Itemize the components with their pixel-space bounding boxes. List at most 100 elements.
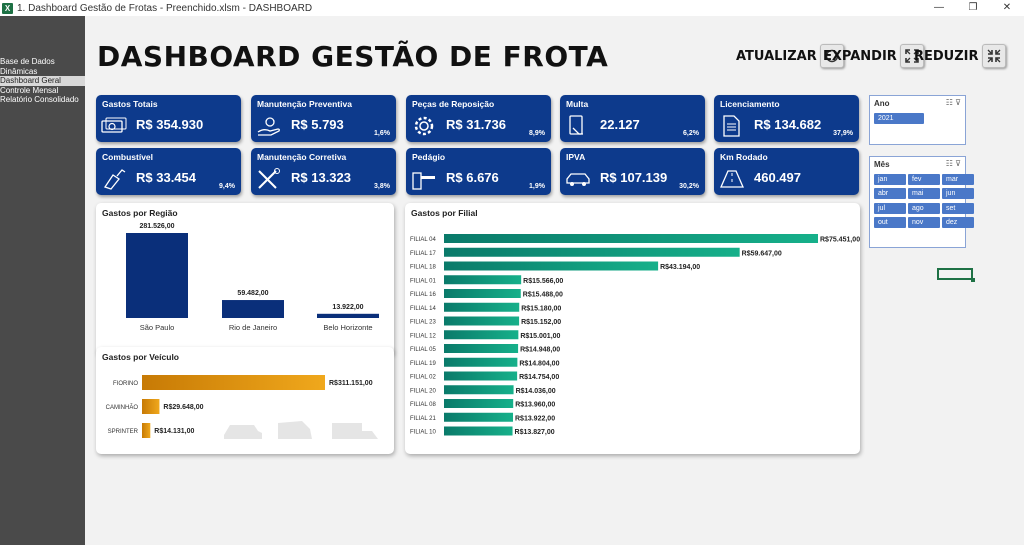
vehicle-illustrations — [224, 421, 378, 439]
region-category-label: Belo Horizonte — [323, 323, 372, 332]
update-button[interactable]: ATUALIZAR — [736, 44, 844, 68]
filial-bar-label: R$15.001,00 — [520, 333, 560, 340]
filial-bar-label: R$13.960,00 — [515, 402, 555, 409]
vehicle-bar — [142, 399, 160, 414]
kpi-value: R$ 354.930 — [136, 117, 204, 132]
region-bar — [126, 233, 188, 318]
sidebar-item-base-de-dados[interactable]: Base de Dados — [0, 57, 55, 66]
kpi-value: R$ 134.682 — [754, 117, 822, 132]
kpi-value: R$ 6.676 — [446, 170, 499, 185]
kpi-percent: 9,4% — [219, 183, 235, 190]
slicer-filter-icon[interactable]: ☷ ⊽ — [945, 98, 961, 107]
month-slicer: Mês ☷ ⊽ jan fev mar abr mai jun jul ago … — [869, 156, 974, 248]
month-option-ago[interactable]: ago — [908, 203, 940, 214]
filial-bar-label: R$14.804,00 — [519, 360, 559, 367]
kpi-percent: 1,9% — [529, 183, 545, 190]
filial-bar — [444, 247, 740, 257]
month-option-set[interactable]: set — [942, 203, 974, 214]
sidebar-item-dashboard-geral[interactable]: Dashboard Geral — [0, 76, 85, 86]
restore-button[interactable]: ❐ — [968, 2, 978, 13]
vehicle-chart-panel: Gastos por Veículo FIORINO R$311.151,00 CA… — [96, 347, 394, 454]
kpi-km-rodado: Km Rodado 460.497 — [714, 148, 859, 195]
filial-bar-label: R$15.566,00 — [523, 278, 563, 285]
vehicle-bar — [142, 423, 151, 438]
filial-bar — [444, 261, 659, 271]
filial-category-label: FILIAL 14 — [410, 306, 436, 312]
dashboard-area: DASHBOARD GESTÃO DE FROTA ATUALIZAR EXPA… — [85, 16, 1024, 545]
kpi-label: Manutenção Corretiva — [257, 152, 347, 162]
month-option-nov[interactable]: nov — [908, 217, 940, 228]
active-cell-selection[interactable] — [937, 268, 975, 282]
window-controls: — ❐ ✕ — [922, 0, 1024, 16]
reduce-button[interactable]: REDUZIR — [914, 44, 1006, 68]
filial-bar-label: R$75.451,00 — [820, 237, 860, 244]
filial-bar-label: R$14.948,00 — [520, 347, 560, 354]
kpi-combustivel: Combustível R$ 33.454 9,4% — [96, 148, 241, 195]
filial-bar-label: R$43.194,00 — [660, 264, 700, 271]
filial-category-label: FILIAL 02 — [410, 375, 436, 381]
filial-bar — [444, 399, 514, 408]
month-option-fev[interactable]: fev — [908, 174, 940, 185]
month-option-abr[interactable]: abr — [874, 188, 906, 199]
filial-category-label: FILIAL 12 — [410, 333, 436, 339]
update-label: ATUALIZAR — [736, 48, 817, 64]
region-chart-title: Gastos por Região — [102, 208, 178, 218]
sprinter-icon — [278, 421, 312, 439]
region-category-label: Rio de Janeiro — [229, 323, 277, 332]
month-slicer-title: Mês — [874, 160, 890, 169]
month-option-jan[interactable]: jan — [874, 174, 906, 185]
filial-chart-panel: Gastos por Filial FILIAL 04 R$75.451,00 FI… — [405, 203, 860, 454]
truck-icon — [332, 423, 378, 439]
kpi-label: Gastos Totais — [102, 99, 158, 109]
month-option-jun[interactable]: jun — [942, 188, 974, 199]
kpi-label: Licenciamento — [720, 99, 780, 109]
filial-bar — [444, 234, 818, 243]
filial-bar-label: R$13.827,00 — [515, 429, 555, 436]
sidebar-item-controle-mensal[interactable]: Controle Mensal — [0, 85, 59, 95]
kpi-value: 22.127 — [600, 117, 640, 132]
filial-bar — [444, 385, 514, 395]
month-option-jul[interactable]: jul — [874, 203, 906, 214]
kpi-label: Multa — [566, 99, 589, 109]
region-chart-panel: Gastos por Região 281.526,00 São Paulo 59.… — [96, 203, 394, 355]
filial-bar — [444, 426, 513, 436]
vehicle-bar-label: R$311.151,00 — [329, 380, 373, 387]
vehicle-category-label: SPRINTER — [108, 429, 139, 435]
vehicle-bar — [142, 375, 325, 390]
toll-icon — [412, 172, 435, 190]
year-option-2021[interactable]: 2021 — [874, 113, 924, 124]
month-option-out[interactable]: out — [874, 217, 906, 228]
kpi-gastos-totais: Gastos Totais R$ 354.930 — [96, 95, 241, 142]
vehicle-category-label: FIORINO — [113, 381, 138, 387]
vehicle-bar-label: R$14.131,00 — [154, 428, 194, 435]
region-category-label: São Paulo — [140, 323, 175, 332]
filial-bar-label: R$15.152,00 — [521, 319, 561, 326]
close-button[interactable]: ✕ — [1002, 2, 1012, 13]
region-bar — [222, 300, 284, 318]
kpi-percent: 1,6% — [374, 130, 390, 137]
window-title: 1. Dashboard Gestão de Frotas - Preenchi… — [17, 2, 313, 14]
minimize-button[interactable]: — — [934, 2, 944, 13]
sidebar-item-dinamicas[interactable]: Dinâmicas — [0, 66, 38, 76]
month-option-mar[interactable]: mar — [942, 174, 974, 185]
filial-bar — [444, 357, 518, 367]
kpi-manutencao-corretiva: Manutenção Corretiva R$ 13.323 3,8% — [251, 148, 396, 195]
region-bar-label: 13.922,00 — [332, 304, 363, 311]
kpi-ipva: IPVA R$ 107.139 30,2% — [560, 148, 705, 195]
region-bar-label: 281.526,00 — [139, 223, 174, 230]
month-option-mai[interactable]: mai — [908, 188, 940, 199]
kpi-percent: 8,9% — [529, 130, 545, 137]
kpi-pecas-reposicao: Peças de Reposição R$ 31.736 8,9% — [406, 95, 551, 142]
kpi-value: 460.497 — [754, 170, 801, 185]
sidebar-item-relatorio-consolidado[interactable]: Relatório Consolidado — [0, 95, 79, 104]
gear-icon — [414, 116, 434, 136]
kpi-label: Pedágio — [412, 152, 446, 162]
month-option-dez[interactable]: dez — [942, 217, 974, 228]
slicer-filter-icon[interactable]: ☷ ⊽ — [945, 159, 961, 168]
filial-bar — [444, 330, 519, 340]
sidebar-menu: Base de Dados Dinâmicas Dashboard Geral … — [0, 57, 85, 105]
kpi-label: Combustível — [102, 152, 154, 162]
filial-category-label: FILIAL 08 — [410, 402, 436, 408]
filial-category-label: FILIAL 19 — [410, 361, 436, 367]
expand-button[interactable]: EXPANDIR — [823, 44, 924, 68]
